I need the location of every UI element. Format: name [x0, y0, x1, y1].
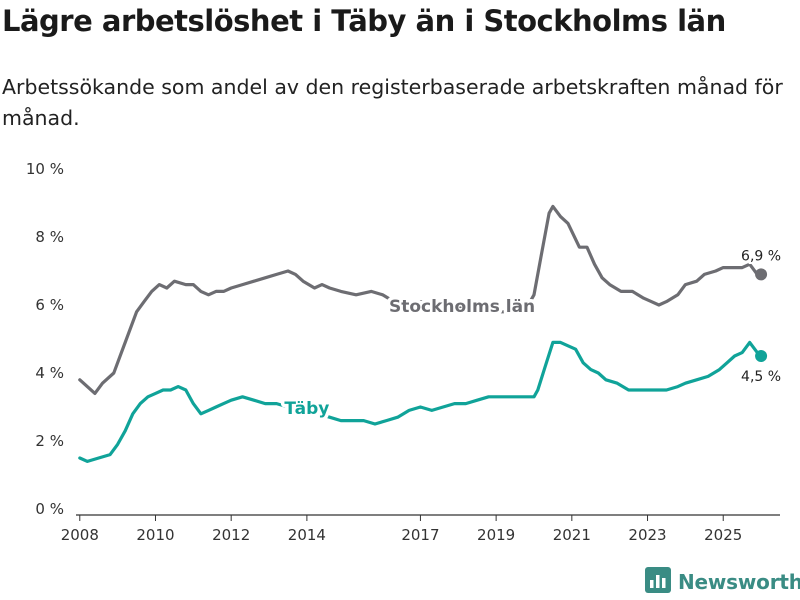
label-layer: Stockholms län Täby 6,9 % 4,5 %: [281, 246, 783, 422]
chart-subtitle: Arbetssökande som andel av den registerb…: [2, 75, 783, 130]
taby-series-line: [78, 340, 763, 463]
y-tick-label: 2 %: [35, 432, 64, 450]
taby-series-label: Täby: [284, 399, 329, 419]
stockholm-series-label: Stockholms län: [389, 297, 535, 317]
x-tick-label: 2025: [704, 526, 742, 544]
x-tick-label: 2012: [212, 526, 250, 544]
y-tick-label: 8 %: [35, 228, 64, 246]
brand-name: Newsworthy: [678, 570, 800, 594]
brand-logo: Newsworthy: [645, 567, 800, 597]
taby-end-point: [755, 350, 768, 362]
x-tick-label: 2021: [553, 526, 591, 544]
y-axis: 0 % 2 % 4 % 6 % 8 % 10 %: [26, 160, 64, 518]
x-tick-label: 2008: [61, 526, 99, 544]
stockholm-end-value-label: 6,9 %: [741, 248, 781, 264]
x-tick-label: 2023: [628, 526, 666, 544]
x-tick-label: 2019: [477, 526, 515, 544]
taby-end-value-label: 4,5 %: [741, 369, 781, 385]
y-tick-label: 0 %: [35, 500, 64, 518]
stockholm-series-line: [78, 204, 763, 395]
y-tick-label: 6 %: [35, 296, 64, 314]
x-tick-label: 2010: [136, 526, 174, 544]
newsworthy-bar-chart-icon: [645, 567, 671, 597]
stockholm-end-point: [755, 268, 768, 281]
chart-title: Lägre arbetslöshet i Täby än i Stockholm…: [2, 4, 726, 38]
x-tick-label: 2017: [401, 526, 439, 544]
series-layer: [78, 204, 768, 463]
y-tick-label: 4 %: [35, 364, 64, 382]
y-tick-label: 10 %: [26, 160, 64, 178]
x-tick-label: 2014: [288, 526, 326, 544]
line-chart: 0 % 2 % 4 % 6 % 8 % 10 % 2008 2010 2012 2014 2017…: [26, 160, 783, 544]
x-axis: 2008 2010 2012 2014 2017 2019 2021 2023 2025: [61, 514, 780, 544]
